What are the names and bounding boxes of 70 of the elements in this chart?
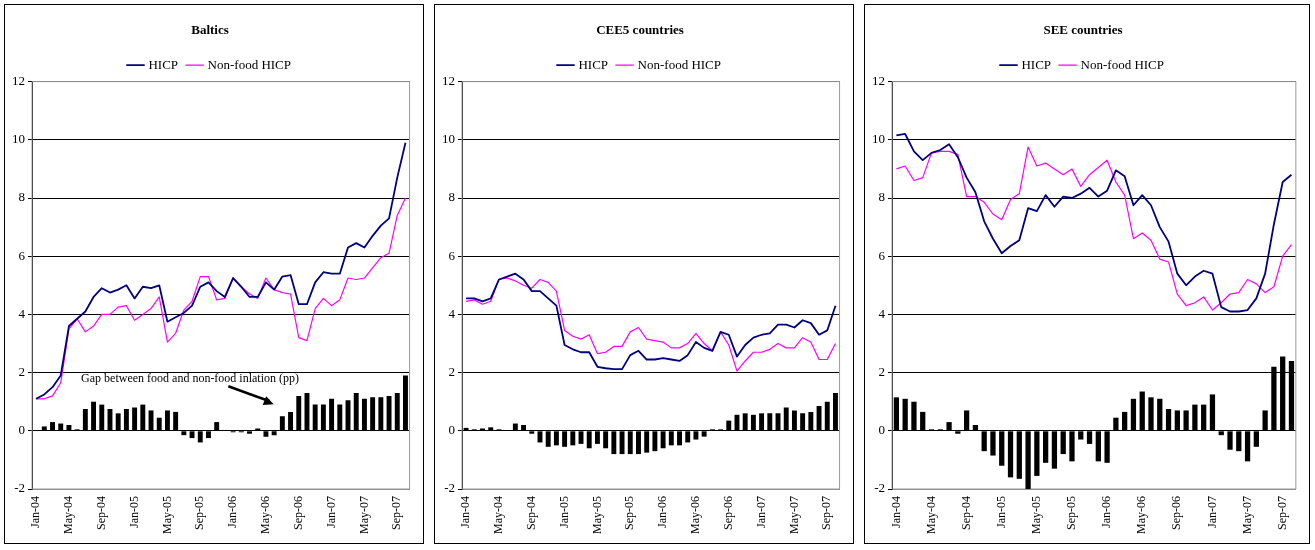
y-tick-label: 0 [448, 422, 455, 438]
y-tick-label: 4 [448, 305, 456, 321]
legend-label: HICP [578, 56, 609, 72]
x-tick-label: Jan-05 [993, 496, 1008, 529]
x-tick-label: May-04 [491, 496, 506, 535]
y-tick-label: 12 [872, 73, 885, 89]
x-tick-label: Sep-06 [290, 496, 305, 531]
x-tick-label: May-04 [923, 496, 938, 535]
x-tick-label: Sep-05 [1064, 496, 1079, 531]
legend-label: Non-food HICP [1080, 56, 1165, 72]
chart-title: SEE countries [1043, 22, 1123, 38]
y-tick-label: 2 [878, 364, 885, 380]
y-tick-label: 2 [18, 364, 25, 380]
y-tick-label: -2 [444, 480, 455, 496]
chart-title: CEE5 countries [596, 22, 684, 38]
x-tick-label: May-06 [258, 496, 273, 535]
x-tick-label: May-05 [159, 496, 174, 535]
y-tick-label: 10 [872, 131, 885, 147]
x-tick-label: Sep-07 [389, 496, 404, 531]
x-tick-label: May-07 [786, 496, 801, 535]
x-tick-label: May-07 [356, 496, 371, 535]
y-tick-label: 12 [442, 73, 455, 89]
x-tick-label: Jan-05 [126, 496, 141, 529]
y-tick-label: -2 [874, 480, 885, 496]
y-tick-label: 12 [12, 73, 25, 89]
y-tick-label: 8 [878, 189, 885, 205]
x-tick-label: Sep-05 [192, 496, 207, 531]
x-tick-label: Jan-04 [888, 496, 903, 529]
x-tick-label: Jan-06 [655, 496, 670, 529]
annotation: Gap between food and non-food inlation (pp) [81, 371, 300, 386]
y-tick-label: 0 [18, 422, 25, 438]
x-tick-label: Jan-04 [28, 496, 43, 529]
legend-label: HICP [1021, 56, 1052, 72]
x-tick-label: Sep-04 [523, 496, 538, 531]
x-tick-label: May-04 [61, 496, 76, 535]
legend-label: Non-food HICP [207, 56, 292, 72]
x-tick-label: Jan-07 [753, 496, 768, 529]
x-tick-label: Sep-05 [622, 496, 637, 531]
y-tick-label: 0 [878, 422, 885, 438]
x-tick-label: Sep-04 [93, 496, 108, 531]
y-tick-label: 6 [878, 247, 886, 263]
y-tick-label: 4 [18, 305, 26, 321]
legend-label: Non-food HICP [637, 56, 722, 72]
x-tick-label: Sep-06 [1169, 496, 1184, 531]
y-tick-label: 10 [12, 131, 25, 147]
y-tick-label: 8 [448, 189, 455, 205]
x-tick-label: Jan-06 [1099, 496, 1114, 529]
x-tick-label: May-05 [1029, 496, 1044, 535]
y-tick-label: 10 [442, 131, 455, 147]
x-tick-label: May-07 [1239, 496, 1254, 535]
x-tick-label: May-06 [688, 496, 703, 535]
x-tick-label: Sep-06 [720, 496, 735, 531]
x-tick-label: Jan-07 [1204, 496, 1219, 529]
legend-label: HICP [148, 56, 179, 72]
y-tick-label: 8 [18, 189, 25, 205]
y-tick-label: 6 [448, 247, 456, 263]
x-tick-label: Jan-05 [556, 496, 571, 529]
y-tick-label: 6 [18, 247, 26, 263]
x-tick-label: Sep-04 [958, 496, 973, 531]
y-tick-label: 2 [448, 364, 455, 380]
y-tick-label: 4 [878, 305, 886, 321]
y-tick-label: -2 [14, 480, 25, 496]
chart-title: Baltics [191, 22, 229, 38]
x-tick-label: May-06 [1134, 496, 1149, 535]
x-tick-label: Jan-06 [225, 496, 240, 529]
x-tick-label: Jan-04 [458, 496, 473, 529]
x-tick-label: Jan-07 [323, 496, 338, 529]
x-tick-label: Sep-07 [1274, 496, 1289, 531]
x-tick-label: May-05 [589, 496, 604, 535]
x-tick-label: Sep-07 [819, 496, 834, 531]
